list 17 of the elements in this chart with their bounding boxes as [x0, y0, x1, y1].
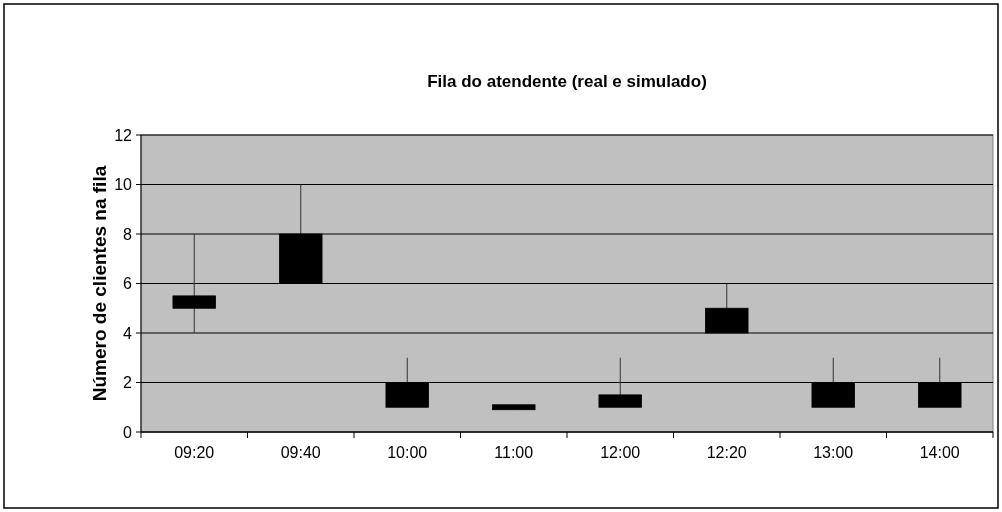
- x-tick-label: 09:20: [174, 444, 215, 461]
- y-tick-label: 6: [123, 275, 133, 293]
- y-tick-label: 10: [114, 176, 133, 194]
- x-tick-label: 12:20: [706, 444, 747, 461]
- y-tick-label: 12: [114, 126, 133, 144]
- chart-title: Fila do atendente (real e simulado): [427, 72, 707, 91]
- y-axis-title: Número de clientes na fila: [89, 165, 110, 402]
- y-tick-label: 8: [123, 225, 133, 243]
- y-tick-label: 0: [123, 423, 133, 441]
- x-tick-label: 10:00: [387, 444, 428, 461]
- x-tick-label: 13:00: [813, 444, 854, 461]
- y-tick-label: 2: [123, 374, 133, 392]
- x-tick-label: 14:00: [919, 444, 960, 461]
- x-tick-label: 12:00: [600, 444, 641, 461]
- y-tick-label: 4: [123, 324, 133, 342]
- x-tick-label: 09:40: [280, 444, 321, 461]
- x-tick-label: 11:00: [494, 444, 534, 461]
